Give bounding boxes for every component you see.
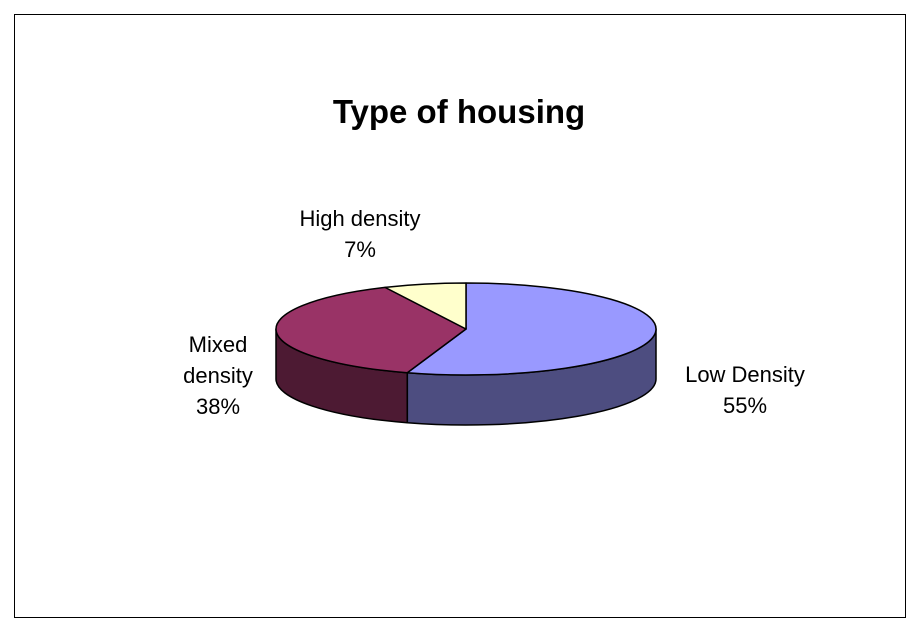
chart-title: Type of housing — [333, 93, 585, 130]
pie-slice-low-density — [406, 282, 657, 376]
slice-label-high-density: High density 7% — [299, 206, 420, 262]
pie-slice-high-density — [384, 282, 467, 330]
pie-labels: Low Density 55% Mixed density 38% High densit… — [183, 206, 805, 419]
slice-label-low-density: Low Density 55% — [685, 362, 805, 418]
slice-label-mixed-density: Mixed density 38% — [183, 332, 253, 419]
pie-tops — [275, 282, 657, 376]
pie-slice-mixed-density — [275, 286, 467, 374]
